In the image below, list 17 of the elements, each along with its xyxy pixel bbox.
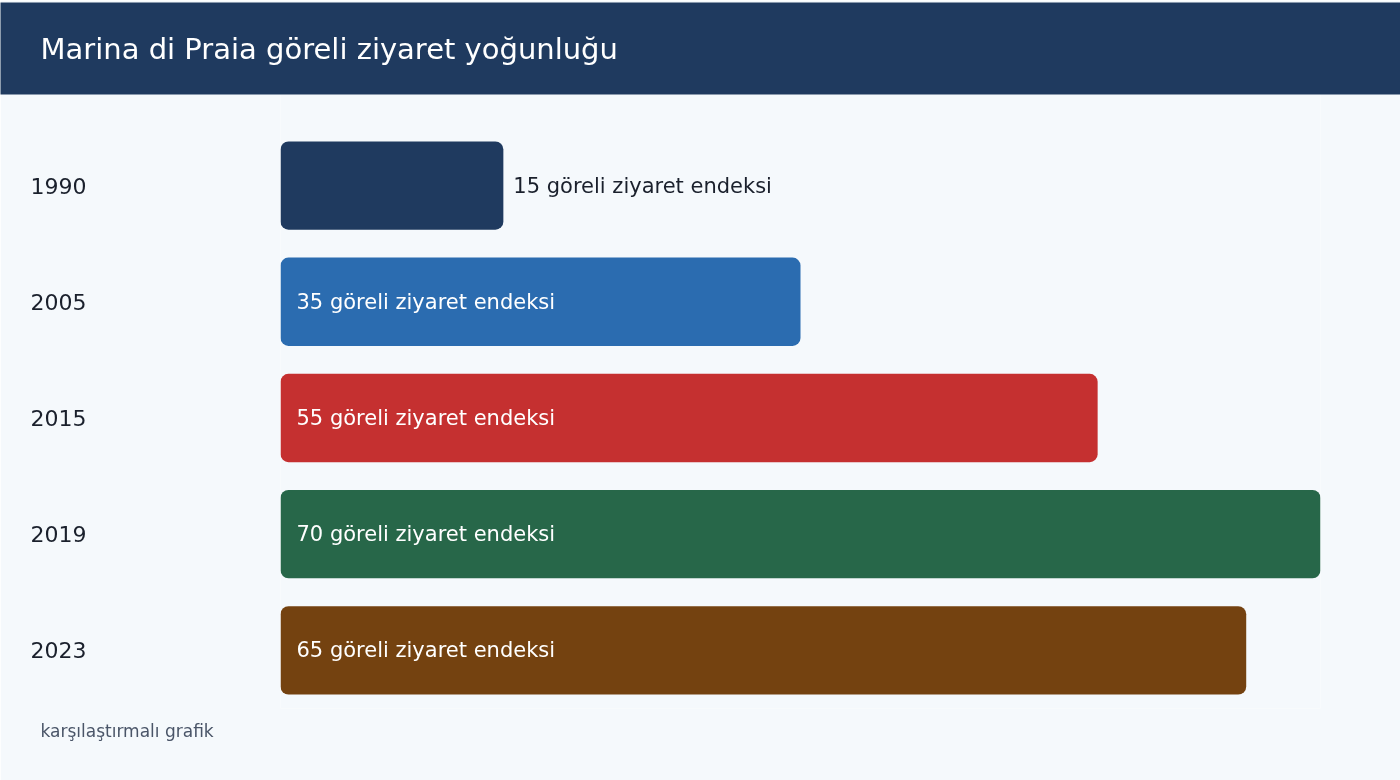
y-tick-label: 2023: [30, 638, 87, 664]
y-tick-label: 2019: [30, 522, 87, 548]
data-label: 15 göreli ziyaret endeksi: [513, 173, 772, 198]
y-tick-label: 1990: [30, 173, 87, 199]
data-label: 65 göreli ziyaret endeksi: [296, 638, 556, 663]
bar: [280, 141, 504, 230]
y-tick-label: 2015: [30, 405, 87, 431]
bar: [280, 257, 801, 346]
bar: [280, 606, 1247, 695]
data-label: 55 göreli ziyaret endeksi: [296, 405, 556, 430]
data-label: 70 göreli ziyaret endeksi: [296, 522, 556, 547]
text: karşılaştırmalı grafik: [40, 720, 214, 741]
data-label: 35 göreli ziyaret endeksi: [296, 289, 556, 314]
y-tick-label: 2005: [30, 289, 87, 315]
bar: [280, 490, 1321, 579]
bar: [280, 373, 1098, 463]
chart-title: Marina di Praia göreli ziyaret yoğunluğu: [40, 31, 618, 66]
